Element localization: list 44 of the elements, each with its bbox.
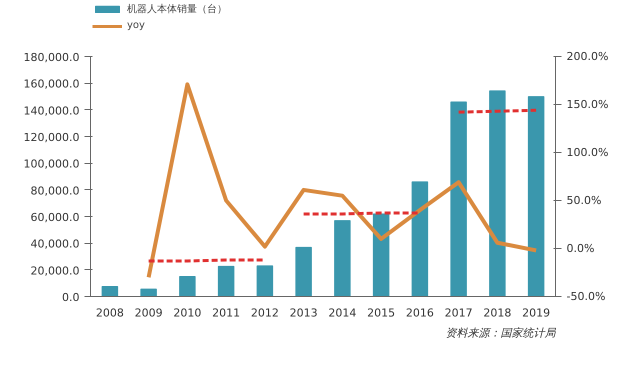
y-tick-label: 80,000.0 — [30, 184, 80, 198]
x-tick-label: 2017 — [444, 306, 473, 320]
y-tick-label: 160,000.0 — [24, 78, 80, 91]
x-tick-label: 2009 — [134, 306, 163, 320]
y-tick-label: 100,000.0 — [24, 158, 80, 171]
x-tick-label: 2012 — [250, 306, 279, 320]
y2-tick-label: -50.0% — [566, 290, 606, 303]
x-tick-label: 2019 — [522, 306, 550, 320]
y2-tick-label: 200.0% — [566, 50, 608, 63]
bar — [140, 288, 157, 296]
y-tick-label: 140,000.0 — [24, 104, 80, 118]
legend-label: yoy — [127, 20, 146, 31]
y-tick-label: 20,000.0 — [30, 264, 80, 278]
y-tick-label: 40,000.0 — [30, 238, 80, 251]
bar — [256, 265, 274, 296]
y-tick-label: 0.0 — [62, 291, 80, 304]
bar — [412, 181, 428, 296]
legend-label: 机器人本体销量（台） — [127, 2, 227, 16]
x-tick-label: 2014 — [328, 306, 356, 320]
x-tick-label: 2008 — [96, 306, 124, 320]
x-tick-label: 2011 — [212, 306, 240, 320]
y-tick-label: 120,000.0 — [24, 131, 80, 144]
bar — [528, 96, 544, 296]
bar — [295, 246, 312, 296]
x-tick-label: 2015 — [367, 306, 396, 320]
y-tick-label: 60,000.0 — [30, 211, 80, 224]
x-tick-label: 2013 — [290, 306, 318, 320]
y2-tick-label: 150.0% — [566, 98, 608, 111]
bar — [372, 213, 390, 296]
x-tick-label: 2018 — [483, 306, 512, 320]
text: 资料来源：国家统计局 — [446, 326, 556, 340]
line-series — [146, 82, 538, 280]
y2-tick-label: 50.0% — [566, 194, 602, 207]
y2-tick-label: 0.0% — [566, 242, 594, 255]
bar — [334, 220, 351, 296]
bar — [179, 276, 196, 296]
bar — [489, 90, 506, 296]
y-tick-label: 180,000.0 — [24, 51, 80, 64]
x-tick-label: 2010 — [173, 306, 202, 320]
bar — [450, 101, 467, 296]
x-tick-label: 2016 — [406, 306, 434, 320]
bar — [218, 266, 234, 296]
y2-tick-label: 100.0% — [566, 146, 608, 159]
bar — [102, 286, 118, 296]
